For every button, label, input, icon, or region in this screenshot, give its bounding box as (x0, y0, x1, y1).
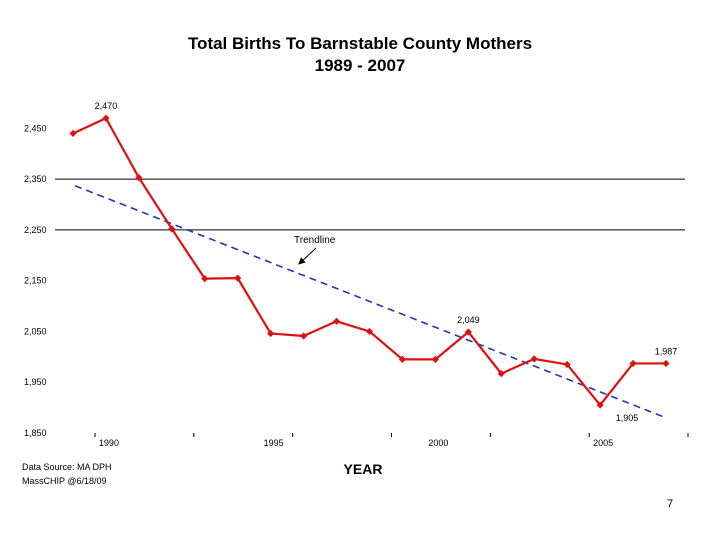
x-tick-label: 2000 (428, 438, 448, 448)
data-point (497, 370, 505, 378)
data-point (464, 328, 472, 336)
chart-subtitle: 1989 - 2007 (314, 56, 406, 75)
data-point (300, 332, 308, 340)
x-tick-label: 2005 (593, 438, 613, 448)
chart-title: Total Births To Barnstable County Mother… (187, 34, 533, 53)
data-point (365, 327, 374, 336)
data-point (398, 355, 407, 363)
trendline-arrow (298, 247, 317, 265)
data-source-line2: MassCHIP @6/18/09 (22, 476, 107, 486)
x-tick-label: 1990 (99, 438, 119, 448)
y-tick-label: 2,050 (24, 326, 47, 336)
data-point (629, 359, 637, 368)
data-point (234, 274, 242, 282)
y-tick-label: 1,850 (24, 428, 47, 438)
series-line (72, 116, 666, 407)
y-tick-label: 2,250 (24, 225, 47, 235)
data-source-line1: Data Source: MA DPH (22, 462, 112, 472)
data-point (69, 129, 77, 138)
data-label: 1,905 (616, 413, 639, 423)
y-tick-label: 2,450 (24, 123, 47, 133)
y-tick-label: 2,350 (24, 174, 47, 184)
data-label: 1,987 (655, 346, 678, 356)
data-point (332, 317, 341, 325)
page-number: 7 (667, 498, 674, 510)
data-point (530, 355, 538, 363)
x-axis-title: YEAR (344, 461, 383, 477)
data-label: 2,049 (457, 315, 480, 325)
trendline (74, 185, 667, 419)
data-point (662, 359, 670, 368)
data-point (201, 275, 209, 283)
y-tick-label: 1,950 (24, 377, 47, 387)
data-point (168, 225, 176, 233)
data-point (135, 174, 143, 182)
data-point (431, 355, 439, 363)
data-label: 2,470 (95, 101, 118, 111)
data-point (563, 360, 571, 369)
x-tick-label: 1995 (264, 438, 284, 448)
y-tick-label: 2,150 (24, 276, 47, 286)
data-point (102, 114, 110, 122)
data-point (596, 401, 604, 409)
trendline-label: Trendline (294, 235, 336, 246)
data-point (267, 329, 275, 338)
